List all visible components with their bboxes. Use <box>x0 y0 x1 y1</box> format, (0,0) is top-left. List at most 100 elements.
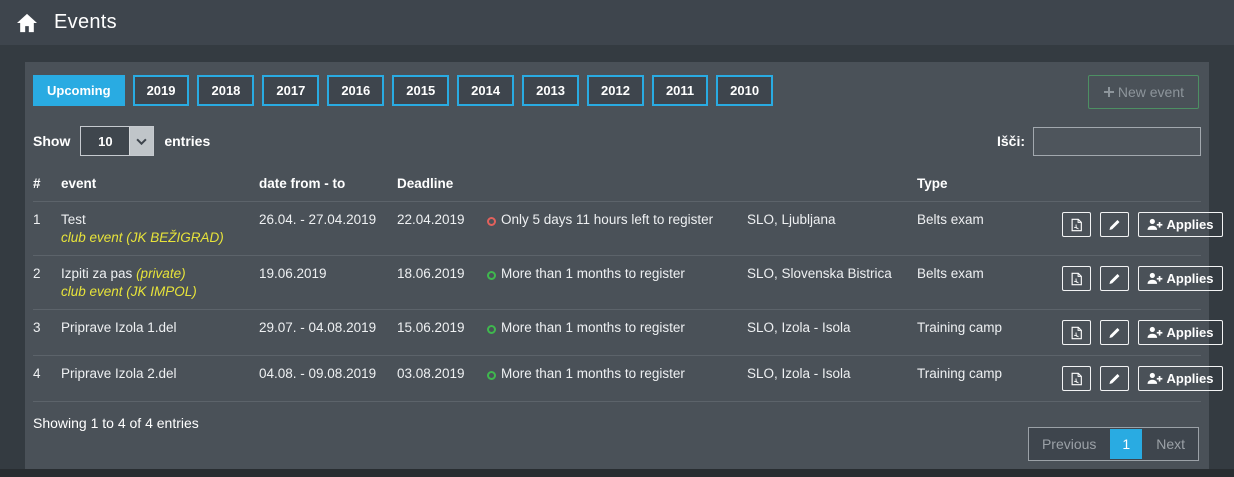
pdf-button[interactable] <box>1062 266 1091 291</box>
event-subtitle: club event (JK BEŽIGRAD) <box>61 230 224 245</box>
pencil-icon <box>1109 273 1120 284</box>
person-plus-icon <box>1147 218 1162 230</box>
status-text: More than 1 months to register <box>501 366 685 381</box>
edit-button[interactable] <box>1099 320 1129 345</box>
pencil-icon <box>1109 327 1120 338</box>
new-event-button[interactable]: New event <box>1087 75 1199 109</box>
tab-2016[interactable]: 2016 <box>327 75 385 106</box>
top-header: Events <box>0 0 1234 45</box>
applies-button[interactable]: Applies <box>1137 320 1223 345</box>
event-subtitle: club event (JK IMPOL) <box>61 284 197 299</box>
applies-label: Applies <box>1166 217 1214 232</box>
applies-button[interactable]: Applies <box>1137 212 1223 237</box>
col-header-type[interactable]: Type <box>917 170 1057 202</box>
pagination-page-1[interactable]: 1 <box>1110 429 1143 459</box>
person-plus-icon <box>1147 372 1162 384</box>
row-number: 4 <box>33 355 61 402</box>
event-location: SLO, Ljubljana <box>747 201 917 256</box>
bottom-strip <box>0 469 1234 477</box>
status-text: Only 5 days 11 hours left to register <box>501 212 714 227</box>
event-type: Training camp <box>917 355 1057 402</box>
edit-button[interactable] <box>1099 266 1129 291</box>
person-plus-icon <box>1147 326 1162 338</box>
event-location: SLO, Izola - Isola <box>747 355 917 402</box>
tab-2017[interactable]: 2017 <box>262 75 320 106</box>
pagination-next[interactable]: Next <box>1156 436 1185 452</box>
year-tabs: Upcoming 2019 2018 2017 2016 2015 2014 2013 2012… <box>33 75 781 106</box>
event-deadline: 18.06.2019 <box>397 255 487 310</box>
person-plus-icon <box>1147 272 1162 284</box>
event-dates: 29.07. - 04.08.2019 <box>259 309 397 356</box>
edit-button[interactable] <box>1099 212 1129 237</box>
table-row: 4 Priprave Izola 2.del 04.08. - 09.08.20… <box>33 355 1223 402</box>
new-event-label: New event <box>1117 84 1184 100</box>
pdf-button[interactable] <box>1062 366 1091 391</box>
pdf-file-icon <box>1071 218 1082 231</box>
applies-button[interactable]: Applies <box>1137 366 1223 391</box>
pagination: Previous 1 Next <box>1027 427 1199 461</box>
status-ring-icon <box>487 217 496 226</box>
page-size-select[interactable]: 10 <box>80 126 155 156</box>
tab-upcoming[interactable]: Upcoming <box>33 75 125 106</box>
applies-label: Applies <box>1166 371 1214 386</box>
table-footer: Showing 1 to 4 of 4 entries Previous 1 N… <box>33 402 1201 461</box>
event-type: Training camp <box>917 309 1057 356</box>
chevron-down-icon <box>129 127 154 155</box>
page-size-value: 10 <box>98 133 113 149</box>
status-text: More than 1 months to register <box>501 320 685 335</box>
event-dates: 26.04. - 27.04.2019 <box>259 201 397 256</box>
event-dates: 04.08. - 09.08.2019 <box>259 355 397 402</box>
event-note: (private) <box>136 266 186 281</box>
page-title: Events <box>54 11 117 33</box>
home-icon[interactable] <box>16 13 38 33</box>
tab-2014[interactable]: 2014 <box>457 75 515 106</box>
table-header-row: # event date from - to Deadline Type <box>33 170 1201 202</box>
tabs-row: Upcoming 2019 2018 2017 2016 2015 2014 2013 2012… <box>33 75 1201 109</box>
event-type: Belts exam <box>917 201 1057 256</box>
search-input[interactable] <box>1033 126 1201 156</box>
tab-2018[interactable]: 2018 <box>197 75 255 106</box>
edit-button[interactable] <box>1099 366 1129 391</box>
events-panel: Upcoming 2019 2018 2017 2016 2015 2014 2013 2012… <box>25 62 1223 475</box>
col-header-actions <box>1057 170 1201 202</box>
status-ring-icon <box>487 371 496 380</box>
tab-2012[interactable]: 2012 <box>587 75 644 106</box>
entries-label: entries <box>164 133 211 149</box>
events-table-body: 1 Test club event (JK BEŽIGRAD) 26.04. -… <box>33 201 1223 402</box>
event-name: Priprave Izola 2.del <box>61 366 177 381</box>
status-ring-icon <box>487 325 496 334</box>
col-header-number[interactable]: # <box>33 170 61 202</box>
table-row: 3 Priprave Izola 1.del 29.07. - 04.08.20… <box>33 309 1223 356</box>
tab-2011[interactable]: 2011 <box>651 75 709 106</box>
row-number: 2 <box>33 255 61 310</box>
plus-icon <box>1103 87 1114 97</box>
tab-2013[interactable]: 2013 <box>522 75 580 106</box>
col-header-deadline[interactable]: Deadline <box>397 170 487 202</box>
event-deadline: 22.04.2019 <box>397 201 487 256</box>
applies-button[interactable]: Applies <box>1137 266 1223 291</box>
pdf-button[interactable] <box>1062 212 1091 237</box>
pagination-previous[interactable]: Previous <box>1041 436 1097 452</box>
tab-2015[interactable]: 2015 <box>392 75 450 106</box>
col-header-event[interactable]: event <box>61 170 259 202</box>
event-type: Belts exam <box>917 255 1057 310</box>
pdf-button[interactable] <box>1062 320 1091 345</box>
search-label: Išči: <box>996 133 1025 149</box>
event-location: SLO, Izola - Isola <box>747 309 917 356</box>
event-location: SLO, Slovenska Bistrica <box>747 255 917 310</box>
col-header-status <box>487 170 747 202</box>
event-name: Test <box>61 212 86 227</box>
row-number: 3 <box>33 309 61 356</box>
show-label: Show <box>33 133 71 149</box>
event-deadline: 15.06.2019 <box>397 309 487 356</box>
table-row: 1 Test club event (JK BEŽIGRAD) 26.04. -… <box>33 201 1223 256</box>
tab-2019[interactable]: 2019 <box>132 75 190 106</box>
status-ring-icon <box>487 271 496 280</box>
event-deadline: 03.08.2019 <box>397 355 487 402</box>
pdf-file-icon <box>1071 272 1082 285</box>
applies-label: Applies <box>1166 271 1214 286</box>
pencil-icon <box>1109 219 1120 230</box>
tab-2010[interactable]: 2010 <box>716 75 774 106</box>
events-table: # event date from - to Deadline Type 1 T… <box>33 170 1223 402</box>
col-header-date[interactable]: date from - to <box>259 170 397 202</box>
